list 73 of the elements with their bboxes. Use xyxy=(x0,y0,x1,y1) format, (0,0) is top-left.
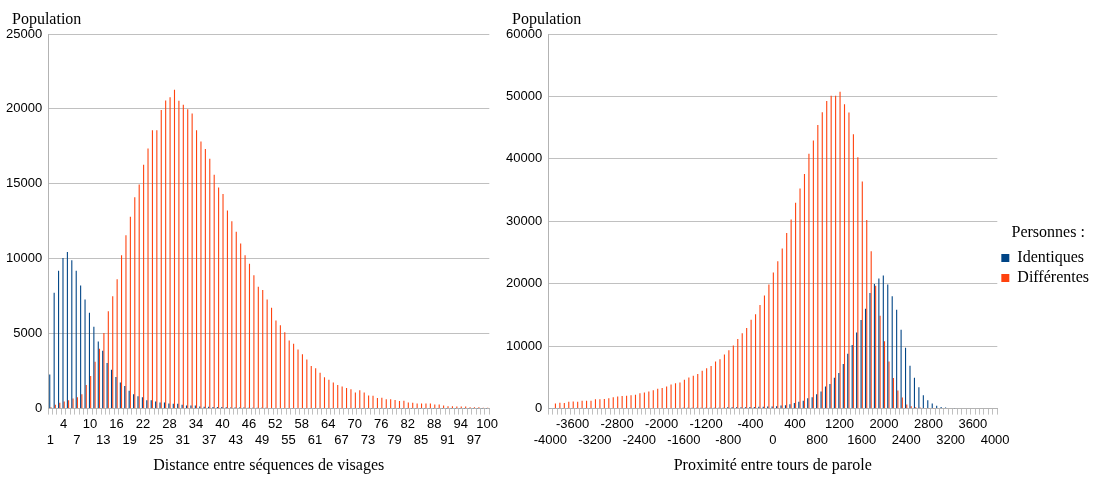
x-tick-label: 100 xyxy=(476,415,498,431)
y-tick-label: 0 xyxy=(34,400,43,416)
x-tick-label: 79 xyxy=(387,431,402,447)
x-tick-label: 49 xyxy=(254,431,270,447)
x-tick-label: 25 xyxy=(149,431,164,447)
legend-label: Différentes xyxy=(1017,268,1089,286)
x-tick-label: -1600 xyxy=(667,431,701,447)
x-tick-label: -2000 xyxy=(644,415,679,431)
y-tick-label: 5000 xyxy=(13,325,43,341)
y-axis-title: Population xyxy=(512,10,582,29)
x-tick-label: 85 xyxy=(413,431,429,447)
x-tick-label: 76 xyxy=(374,415,389,431)
y-tick-label: 20000 xyxy=(505,275,543,291)
x-tick-label: 1200 xyxy=(824,415,854,431)
x-tick-label: 43 xyxy=(228,431,243,447)
y-tick-label: 10000 xyxy=(5,250,43,266)
x-tick-label: 88 xyxy=(426,415,442,431)
x-tick-label: 34 xyxy=(188,415,204,431)
x-tick-label: 400 xyxy=(784,415,806,431)
x-tick-label: 70 xyxy=(347,415,362,431)
x-tick-label: 16 xyxy=(109,415,124,431)
y-tick-label: 0 xyxy=(534,400,543,416)
x-tick-label: -800 xyxy=(715,431,742,447)
x-tick-label: -400 xyxy=(737,415,764,431)
x-tick-label: 52 xyxy=(268,415,283,431)
x-tick-label: -3600 xyxy=(555,415,590,431)
x-tick-label: 2000 xyxy=(869,415,899,431)
x-tick-label: -3200 xyxy=(578,431,612,447)
legend-title: Personnes : xyxy=(1011,223,1085,241)
x-tick-label: 94 xyxy=(453,415,468,431)
x-tick-label: 2800 xyxy=(913,415,943,431)
x-tick-label: 1600 xyxy=(847,431,877,447)
y-tick-label: 10000 xyxy=(505,337,543,353)
x-tick-label: 4000 xyxy=(980,431,1010,447)
x-tick-label: 22 xyxy=(135,415,151,431)
x-tick-label: 3600 xyxy=(958,415,988,431)
x-axis-title: Distance entre séquences de visages xyxy=(153,455,385,474)
x-tick-label: 7 xyxy=(73,431,81,447)
x-tick-label: 40 xyxy=(215,415,230,431)
x-tick-label: -4000 xyxy=(533,431,567,447)
legend-label: Identiques xyxy=(1017,248,1084,267)
x-tick-label: 55 xyxy=(281,431,296,447)
x-tick-label: 28 xyxy=(162,415,177,431)
x-tick-label: 10 xyxy=(82,415,98,431)
y-tick-label: 15000 xyxy=(5,175,43,191)
y-tick-label: 20000 xyxy=(5,100,43,116)
x-tick-label: 46 xyxy=(241,415,257,431)
x-tick-label: 37 xyxy=(201,431,217,447)
x-tick-label: 19 xyxy=(122,431,137,447)
x-tick-label: 13 xyxy=(96,431,111,447)
x-tick-label: 4 xyxy=(59,415,68,431)
x-tick-label: 3200 xyxy=(936,431,966,447)
x-tick-label: 0 xyxy=(769,431,777,447)
x-tick-label: 73 xyxy=(360,431,376,447)
x-tick-label: -2800 xyxy=(600,415,634,431)
x-tick-label: 2400 xyxy=(891,431,921,447)
x-tick-label: -2400 xyxy=(622,431,656,447)
x-tick-label: 97 xyxy=(466,431,482,447)
x-tick-label: -1200 xyxy=(689,415,723,431)
x-axis-title: Proximité entre tours de parole xyxy=(673,455,872,474)
x-tick-label: 61 xyxy=(307,431,323,447)
x-tick-label: 67 xyxy=(334,431,349,447)
x-tick-label: 64 xyxy=(321,415,336,431)
y-tick-label: 40000 xyxy=(505,150,543,166)
y-tick-label: 30000 xyxy=(505,212,543,228)
x-tick-label: 31 xyxy=(175,431,190,447)
y-tick-label: 50000 xyxy=(505,88,543,104)
y-axis-title: Population xyxy=(12,10,82,29)
x-tick-label: 58 xyxy=(294,415,310,431)
x-tick-label: 91 xyxy=(440,431,455,447)
x-tick-label: 1 xyxy=(46,431,54,447)
x-tick-label: 82 xyxy=(400,415,415,431)
x-tick-label: 800 xyxy=(806,431,829,447)
